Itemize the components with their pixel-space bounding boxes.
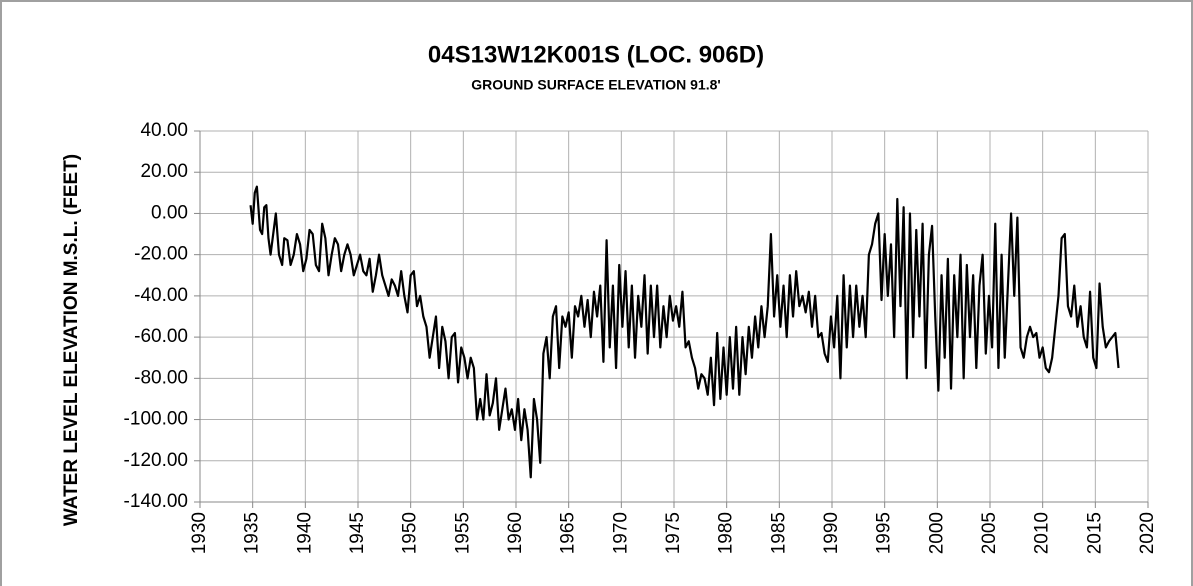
- x-tick-label: 1945: [347, 512, 368, 554]
- y-tick-label: -140.00: [124, 491, 188, 512]
- x-tick-label: 2005: [979, 512, 1000, 554]
- x-tick-label: 2000: [926, 512, 947, 554]
- chart-title: 04S13W12K001S (LOC. 906D): [428, 41, 764, 68]
- chart-subtitle: GROUND SURFACE ELEVATION 91.8': [471, 77, 720, 93]
- y-tick-label: -40.00: [134, 285, 188, 306]
- y-tick-label: -120.00: [124, 450, 188, 471]
- y-axis-label: WATER LEVEL ELEVATION M.S.L. (FEET): [61, 154, 82, 526]
- y-tick-label: -100.00: [124, 409, 188, 430]
- x-tick-label: 1985: [768, 512, 789, 554]
- x-tick-label: 2020: [1137, 512, 1158, 554]
- data-line: [249, 185, 1120, 479]
- x-tick-label: 2010: [1032, 512, 1053, 554]
- y-tick-label: 20.00: [140, 161, 188, 182]
- x-tick-label: 1970: [610, 512, 631, 554]
- y-tick-label: 0.00: [151, 202, 188, 223]
- x-tick-label: 1995: [874, 512, 895, 554]
- y-tick-label: -80.00: [134, 367, 188, 388]
- x-tick-label: 2015: [1084, 512, 1105, 554]
- y-tick-label: -20.00: [134, 244, 188, 265]
- y-tick-label: 40.00: [140, 120, 188, 141]
- x-tick-label: 1975: [663, 512, 684, 554]
- x-tick-label: 1935: [242, 512, 263, 554]
- y-tick-label: -60.00: [134, 326, 188, 347]
- x-tick-label: 1955: [452, 512, 473, 554]
- x-tick-label: 1990: [821, 512, 842, 554]
- x-tick-label: 1960: [505, 512, 526, 554]
- x-tick-label: 1940: [294, 512, 315, 554]
- x-tick-label: 1950: [400, 512, 421, 554]
- x-tick-label: 1930: [189, 512, 210, 554]
- x-tick-label: 1980: [716, 512, 737, 554]
- x-tick-label: 1965: [558, 512, 579, 554]
